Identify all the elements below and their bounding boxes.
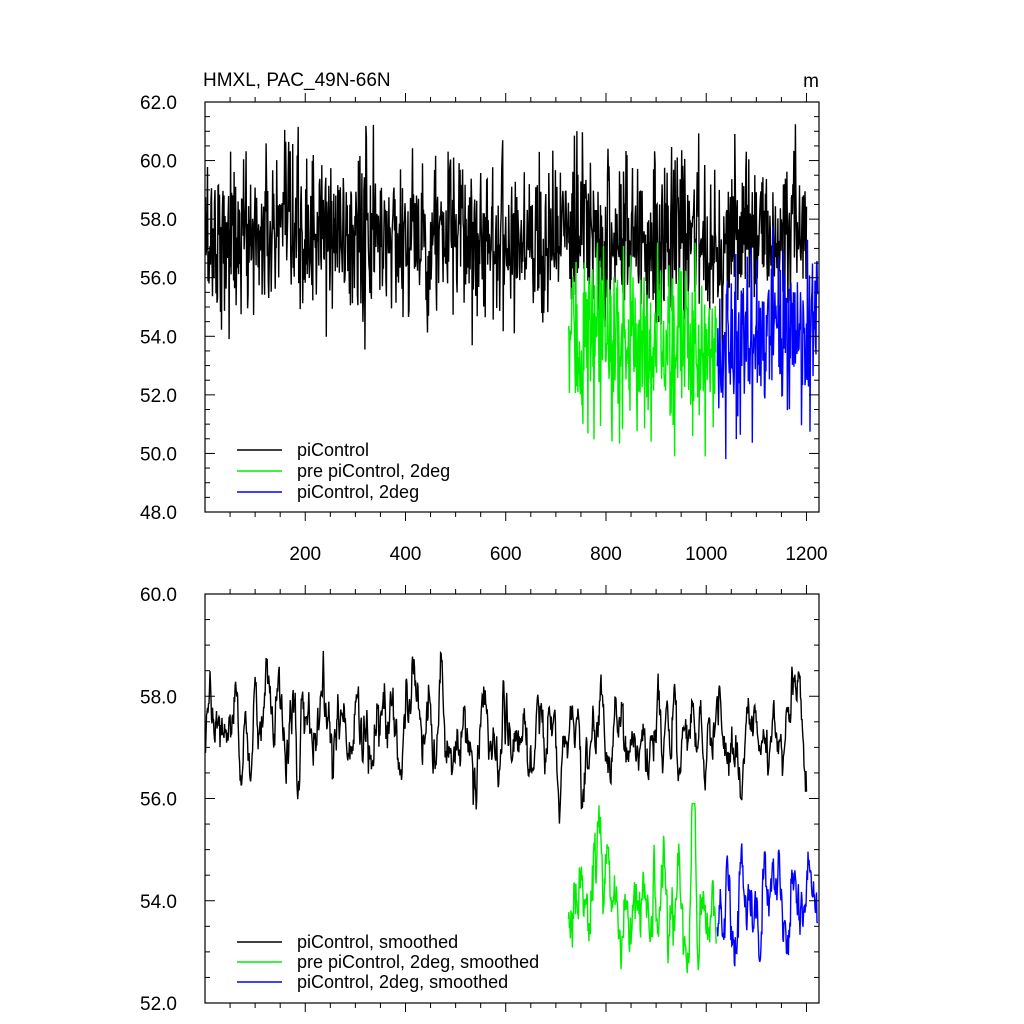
y-tick-label: 52.0	[140, 386, 177, 407]
chart-title: HMXL, PAC_49N-66N	[203, 70, 391, 91]
x-tick-label: 1200	[785, 544, 827, 565]
legend-label: pre piControl, 2deg	[297, 461, 450, 481]
y-axis: 48.0 50.0 52.0 54.0 56.0 58.0 60.0 62.0	[140, 93, 819, 524]
x-tick-label: 400	[390, 544, 422, 565]
x-tick-label: 800	[590, 544, 622, 565]
x-tick-label: 1000	[685, 544, 727, 565]
legend-label: pre piControl, 2deg, smoothed	[297, 952, 539, 972]
top-panel: HMXL, PAC_49N-66N m 200 400 600 800 1000 1200…	[140, 70, 828, 565]
y-tick-label: 58.0	[140, 210, 177, 231]
series-line-0	[205, 124, 808, 361]
legend-label: piControl, 2deg	[297, 482, 419, 502]
y-tick-label: 56.0	[140, 790, 177, 811]
series-line-1	[567, 802, 717, 974]
x-tick-label: 200	[289, 544, 321, 565]
y-tick-label: 50.0	[140, 444, 177, 465]
units-label: m	[803, 71, 819, 92]
y-tick-label: 62.0	[140, 93, 177, 114]
legend-label: piControl, 2deg, smoothed	[297, 972, 508, 992]
y-tick-label: 54.0	[140, 327, 177, 348]
y-tick-label: 52.0	[140, 994, 177, 1015]
series-line-0	[205, 650, 808, 824]
x-axis	[229, 585, 807, 1012]
legend-label: piControl	[297, 440, 369, 460]
series-line-2	[716, 226, 819, 460]
series-line-1	[567, 242, 717, 457]
x-tick-label: 600	[490, 544, 522, 565]
y-axis: 52.0 54.0 56.0 58.0 60.0	[140, 585, 819, 1015]
y-tick-label: 58.0	[140, 687, 177, 708]
y-tick-label: 48.0	[140, 503, 177, 524]
series-group	[205, 124, 819, 460]
series-group	[205, 650, 819, 974]
y-tick-label: 60.0	[140, 152, 177, 173]
y-tick-label: 56.0	[140, 269, 177, 290]
y-tick-label: 60.0	[140, 585, 177, 606]
series-line-2	[716, 843, 819, 967]
y-tick-label: 54.0	[140, 892, 177, 913]
x-axis: 200 400 600 800 1000 1200	[229, 93, 828, 565]
legend-label: piControl, smoothed	[297, 932, 458, 952]
